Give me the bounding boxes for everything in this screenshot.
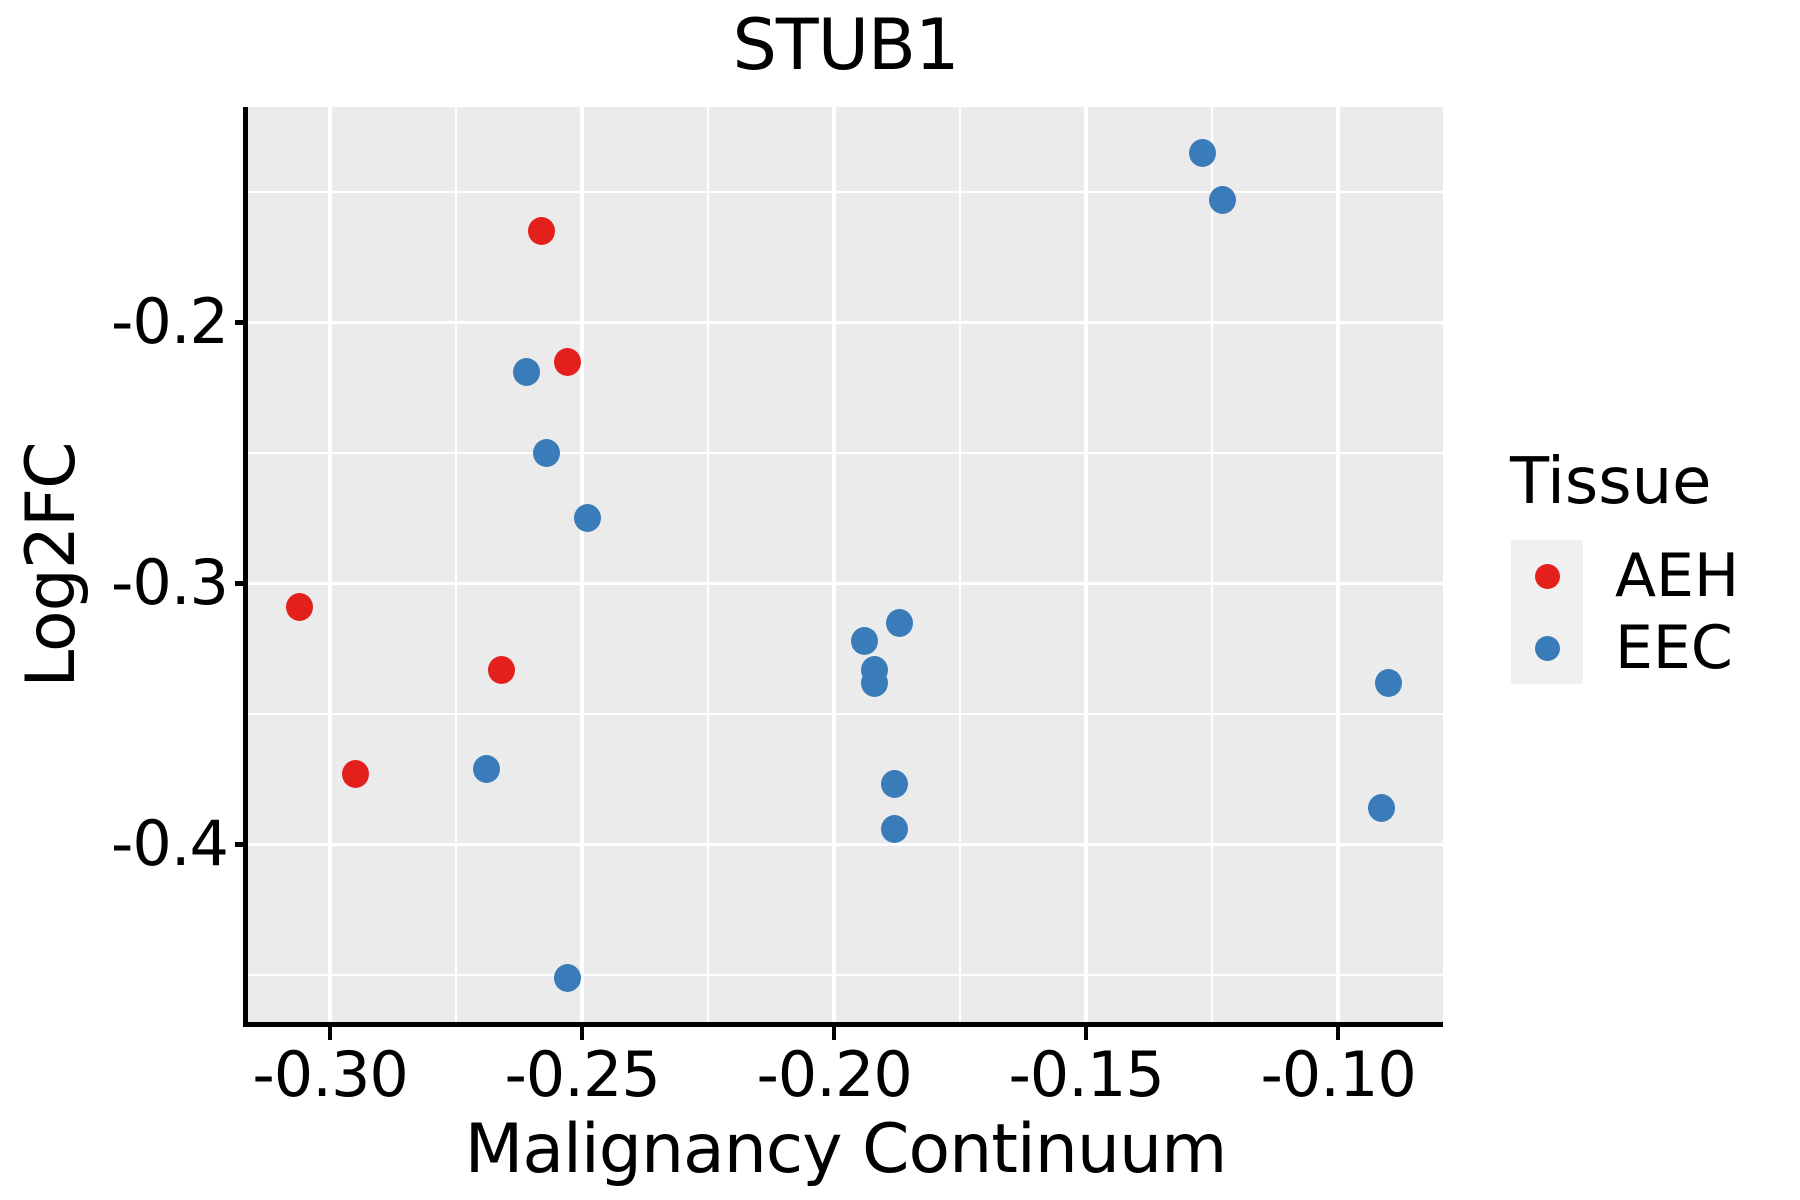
y-major-gridline (248, 842, 1443, 847)
x-tick (1335, 1027, 1341, 1040)
y-major-gridline (248, 320, 1443, 325)
x-axis-title: Malignancy Continuum (464, 1110, 1228, 1189)
y-tick-label: -0.4 (111, 807, 229, 881)
plot-panel (248, 107, 1443, 1022)
y-axis-line (243, 107, 248, 1027)
x-major-gridline (1084, 107, 1088, 1022)
eec-dot-icon (1535, 636, 1560, 661)
legend-label-eec: EEC (1615, 613, 1733, 683)
x-major-gridline (832, 107, 836, 1022)
data-point-eec (860, 668, 888, 697)
plot-title: STUB1 (732, 4, 960, 86)
x-minor-gridline (706, 107, 710, 1022)
x-minor-gridline (454, 107, 458, 1022)
y-minor-gridline (248, 712, 1443, 716)
y-minor-gridline (248, 973, 1443, 977)
aeh-dot-icon (1535, 564, 1560, 589)
y-minor-gridline (248, 190, 1443, 194)
data-point-eec (472, 754, 500, 783)
x-tick (579, 1027, 585, 1040)
data-point-aeh (553, 347, 581, 376)
x-tick-label: -0.10 (1260, 1038, 1416, 1111)
x-tick-label: -0.30 (252, 1038, 408, 1111)
data-point-eec (533, 438, 561, 467)
x-tick-label: -0.25 (504, 1038, 660, 1111)
x-tick-label: -0.20 (756, 1038, 912, 1111)
x-minor-gridline (1210, 107, 1214, 1022)
y-tick-label: -0.3 (111, 546, 229, 620)
x-major-gridline (580, 107, 584, 1022)
data-point-eec (553, 963, 581, 992)
data-point-aeh (528, 217, 556, 245)
y-tick (235, 842, 248, 847)
data-point-eec (513, 357, 541, 386)
x-tick (1083, 1027, 1089, 1040)
legend-key-eec (1511, 612, 1583, 684)
y-axis-title: Log2FC (12, 442, 91, 688)
data-point-aeh (341, 759, 369, 788)
data-point-eec (1188, 138, 1216, 167)
x-tick (327, 1027, 333, 1040)
x-tick (831, 1027, 837, 1040)
x-minor-gridline (958, 107, 962, 1022)
x-axis-line (243, 1022, 1443, 1027)
data-point-eec (850, 626, 878, 655)
x-tick-label: -0.15 (1008, 1038, 1164, 1111)
data-point-eec (1375, 668, 1403, 697)
legend-title: Tissue (1510, 445, 1712, 519)
x-major-gridline (328, 107, 332, 1022)
data-point-eec (881, 814, 909, 843)
data-point-eec (881, 770, 909, 799)
data-point-aeh (286, 592, 314, 621)
y-major-gridline (248, 581, 1443, 586)
y-tick (235, 320, 248, 325)
data-point-eec (1367, 793, 1395, 822)
data-point-eec (886, 608, 914, 637)
x-major-gridline (1336, 107, 1340, 1022)
legend-label-aeh: AEH (1615, 541, 1740, 611)
data-point-eec (1208, 185, 1236, 214)
y-minor-gridline (248, 451, 1443, 455)
data-point-aeh (488, 655, 515, 684)
legend-key-aeh (1511, 540, 1583, 612)
y-tick (235, 581, 248, 586)
y-tick-label: -0.2 (111, 285, 229, 359)
data-point-eec (573, 504, 601, 533)
